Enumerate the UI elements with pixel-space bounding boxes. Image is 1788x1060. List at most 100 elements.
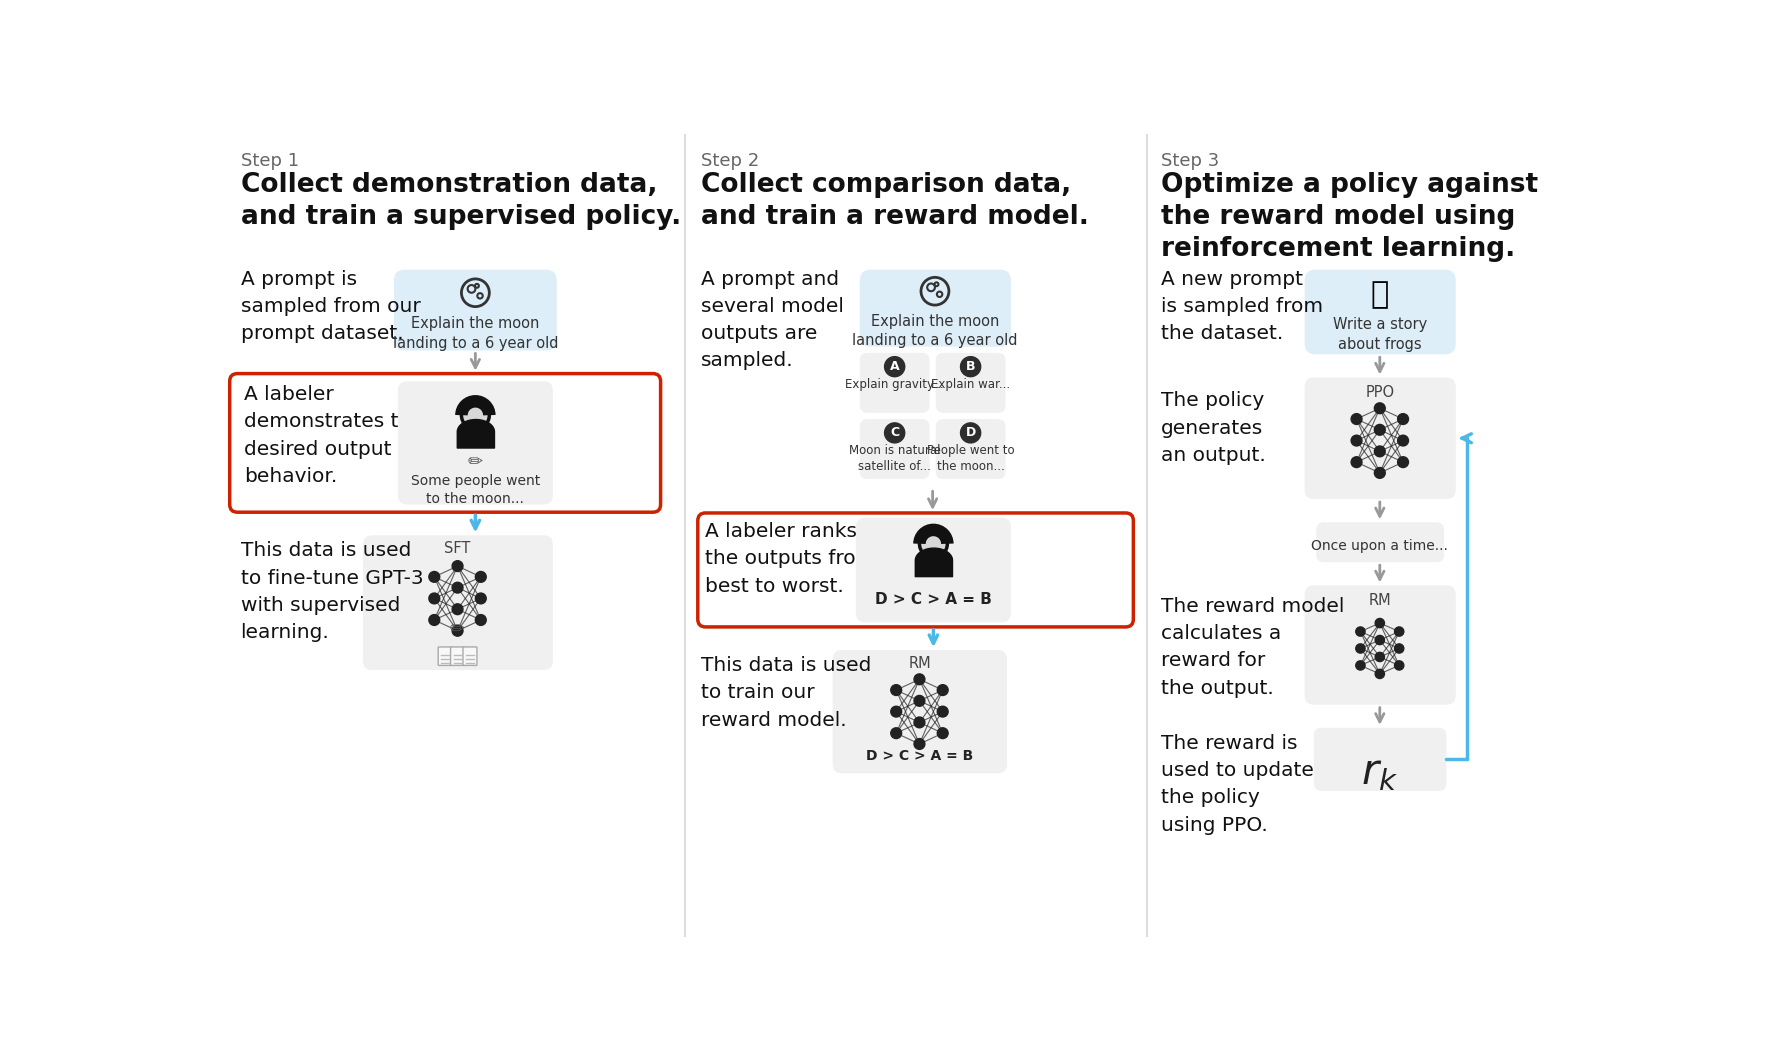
Circle shape <box>885 423 905 443</box>
Circle shape <box>1395 660 1404 670</box>
Circle shape <box>452 604 463 615</box>
Circle shape <box>1375 424 1386 436</box>
FancyBboxPatch shape <box>1316 523 1445 562</box>
FancyBboxPatch shape <box>463 647 477 666</box>
Circle shape <box>914 717 924 728</box>
Circle shape <box>960 423 980 443</box>
Text: Moon is natural
satellite of...: Moon is natural satellite of... <box>849 444 940 474</box>
Circle shape <box>914 695 924 706</box>
Circle shape <box>1398 457 1409 467</box>
Text: A new prompt
is sampled from
the dataset.: A new prompt is sampled from the dataset… <box>1160 269 1323 343</box>
Text: A prompt is
sampled from our
prompt dataset.: A prompt is sampled from our prompt data… <box>241 269 420 343</box>
FancyBboxPatch shape <box>451 647 465 666</box>
Text: ✏: ✏ <box>451 620 465 638</box>
Circle shape <box>919 530 948 558</box>
FancyBboxPatch shape <box>833 650 1007 773</box>
Text: RM: RM <box>1368 593 1391 608</box>
Text: Some people went
to the moon...: Some people went to the moon... <box>411 474 540 506</box>
Circle shape <box>914 674 924 685</box>
Circle shape <box>476 615 486 625</box>
Circle shape <box>452 625 463 636</box>
Text: C: C <box>890 426 899 440</box>
Text: This data is used
to fine-tune GPT-3
with supervised
learning.: This data is used to fine-tune GPT-3 wit… <box>241 542 424 642</box>
Text: Once upon a time...: Once upon a time... <box>1311 540 1448 553</box>
Text: A labeler
demonstrates the
desired output
behavior.: A labeler demonstrates the desired outpu… <box>245 385 424 485</box>
Text: This data is used
to train our
reward model.: This data is used to train our reward mo… <box>701 656 871 729</box>
Text: Explain gravity...: Explain gravity... <box>846 378 944 391</box>
Text: RM: RM <box>908 656 932 671</box>
Circle shape <box>452 582 463 593</box>
FancyBboxPatch shape <box>1305 269 1455 354</box>
Circle shape <box>885 356 905 376</box>
Text: D: D <box>966 426 976 440</box>
Text: Explain the moon
landing to a 6 year old: Explain the moon landing to a 6 year old <box>853 314 1017 349</box>
Text: D > C > A = B: D > C > A = B <box>874 593 992 607</box>
Text: D > C > A = B: D > C > A = B <box>865 748 973 762</box>
Text: Step 1: Step 1 <box>241 152 299 170</box>
Text: Explain the moon
landing to a 6 year old: Explain the moon landing to a 6 year old <box>393 316 558 351</box>
Text: Step 2: Step 2 <box>701 152 760 170</box>
Text: ✏: ✏ <box>468 454 483 471</box>
Circle shape <box>476 593 486 604</box>
Circle shape <box>429 615 440 625</box>
FancyBboxPatch shape <box>393 269 556 351</box>
Circle shape <box>1375 669 1384 678</box>
Text: Collect demonstration data,
and train a supervised policy.: Collect demonstration data, and train a … <box>241 172 681 230</box>
FancyBboxPatch shape <box>860 419 930 479</box>
Text: A labeler ranks
the outputs from
best to worst.: A labeler ranks the outputs from best to… <box>704 523 874 596</box>
Circle shape <box>1375 446 1386 457</box>
Text: Optimize a policy against
the reward model using
reinforcement learning.: Optimize a policy against the reward mod… <box>1160 172 1538 262</box>
Text: 🐸: 🐸 <box>1371 280 1389 308</box>
FancyBboxPatch shape <box>229 373 660 512</box>
FancyBboxPatch shape <box>935 353 1005 412</box>
Text: The reward model
calculates a
reward for
the output.: The reward model calculates a reward for… <box>1160 597 1345 697</box>
Circle shape <box>1375 618 1384 628</box>
Circle shape <box>960 356 980 376</box>
FancyBboxPatch shape <box>438 647 452 666</box>
FancyBboxPatch shape <box>697 513 1134 626</box>
Circle shape <box>461 402 490 429</box>
Circle shape <box>476 571 486 582</box>
Circle shape <box>1395 643 1404 653</box>
Circle shape <box>937 706 948 717</box>
Circle shape <box>937 685 948 695</box>
Circle shape <box>1375 467 1386 478</box>
Circle shape <box>429 593 440 604</box>
Circle shape <box>1355 660 1364 670</box>
Circle shape <box>1352 413 1362 424</box>
Circle shape <box>1375 403 1386 413</box>
Text: Explain war...: Explain war... <box>932 378 1010 391</box>
FancyBboxPatch shape <box>935 419 1005 479</box>
Circle shape <box>1355 626 1364 636</box>
Circle shape <box>1398 413 1409 424</box>
FancyBboxPatch shape <box>1305 377 1455 499</box>
FancyBboxPatch shape <box>1305 585 1455 705</box>
Circle shape <box>890 728 901 739</box>
Circle shape <box>890 685 901 695</box>
FancyBboxPatch shape <box>860 269 1010 347</box>
Circle shape <box>1375 652 1384 661</box>
Circle shape <box>1375 635 1384 644</box>
Circle shape <box>1352 457 1362 467</box>
Text: PPO: PPO <box>1366 385 1395 401</box>
Text: Write a story
about frogs: Write a story about frogs <box>1332 317 1427 352</box>
Circle shape <box>1395 626 1404 636</box>
Circle shape <box>452 561 463 571</box>
Text: A: A <box>890 360 899 373</box>
Circle shape <box>1352 436 1362 446</box>
Text: The policy
generates
an output.: The policy generates an output. <box>1160 391 1266 464</box>
Circle shape <box>937 728 948 739</box>
FancyBboxPatch shape <box>860 353 930 412</box>
Circle shape <box>1355 643 1364 653</box>
FancyBboxPatch shape <box>856 517 1010 622</box>
Text: Step 3: Step 3 <box>1160 152 1219 170</box>
FancyBboxPatch shape <box>399 382 552 505</box>
FancyBboxPatch shape <box>363 535 552 670</box>
Text: The reward is
used to update
the policy
using PPO.: The reward is used to update the policy … <box>1160 734 1314 834</box>
Text: A prompt and
several model
outputs are
sampled.: A prompt and several model outputs are s… <box>701 269 844 370</box>
Circle shape <box>429 571 440 582</box>
Text: People went to
the moon...: People went to the moon... <box>926 444 1014 474</box>
Text: B: B <box>966 360 974 373</box>
FancyBboxPatch shape <box>1314 728 1446 791</box>
Circle shape <box>890 706 901 717</box>
